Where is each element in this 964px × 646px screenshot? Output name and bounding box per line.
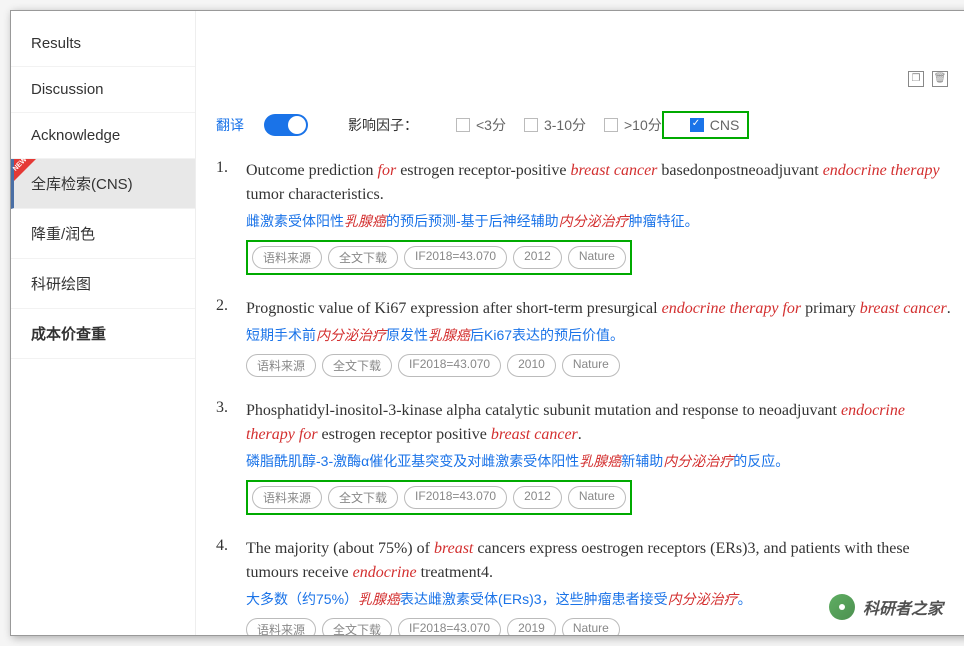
sidebar-item-label: Results [31,35,81,52]
main-panel: ❐ 🗑 翻译 影响因子： <3分 3-10分 >10分 CNS 1.Outcome p… [196,11,964,635]
filter-checkbox[interactable] [604,118,618,132]
tag[interactable]: 语料来源 [252,486,322,509]
result-tags: 语料来源全文下载 IF2018=43.070 2010 Nature [246,354,953,377]
result-item: 3.Phosphatidyl-inositol-3-kinase alpha c… [216,399,953,515]
filter-option-3[interactable]: CNS [690,117,740,133]
tag[interactable]: 语料来源 [252,246,322,269]
result-number: 3. [216,399,246,515]
tag[interactable]: IF2018=43.070 [404,246,507,269]
filter-option-2[interactable]: >10分 [604,115,662,135]
tag[interactable]: 全文下载 [328,486,398,509]
copy-icon[interactable]: ❐ [908,71,924,87]
watermark-text: 科研者之家 [863,595,943,619]
translate-toggle[interactable] [264,114,308,136]
result-tags: 语料来源全文下载 IF2018=43.070 2012 Nature [246,240,632,275]
tag[interactable]: 2012 [513,246,562,269]
result-number: 2. [216,297,246,377]
result-title[interactable]: The majority (about 75%) of breast cance… [246,537,953,585]
filter-option-label: 3-10分 [544,115,586,135]
sidebar-item-4[interactable]: 降重/润色 [11,209,195,259]
sidebar-item-2[interactable]: Acknowledge [11,113,195,159]
tag[interactable]: IF2018=43.070 [398,618,501,635]
tag[interactable]: 2019 [507,618,556,635]
tag[interactable]: 全文下载 [328,246,398,269]
tag[interactable]: 全文下载 [322,354,392,377]
filter-option-label: CNS [710,117,740,133]
tag[interactable]: 2012 [513,486,562,509]
filter-option-1[interactable]: 3-10分 [524,115,586,135]
tag[interactable]: 语料来源 [246,354,316,377]
result-title[interactable]: Phosphatidyl-inositol-3-kinase alpha cat… [246,399,953,447]
result-body: The majority (about 75%) of breast cance… [246,537,953,635]
result-translation: 磷脂酰肌醇-3-激酶α催化亚基突变及对雌激素受体阳性乳腺癌新辅助内分泌治疗的反应… [246,451,953,472]
delete-icon[interactable]: 🗑 [932,71,948,87]
filter-bar: 翻译 影响因子： <3分 3-10分 >10分 CNS [216,11,953,159]
highlight-box: CNS [662,111,750,139]
tag[interactable]: 2010 [507,354,556,377]
tag[interactable]: IF2018=43.070 [398,354,501,377]
filter-checkbox[interactable] [524,118,538,132]
tag[interactable]: IF2018=43.070 [404,486,507,509]
watermark: 科研者之家 [829,594,943,620]
impact-factor-label: 影响因子： [348,115,418,135]
result-translation: 雌激素受体阳性乳腺癌的预后预测-基于后神经辅助内分泌治疗肿瘤特征。 [246,211,953,232]
new-badge [14,159,36,181]
top-icons: ❐ 🗑 [908,71,948,87]
result-number: 1. [216,159,246,275]
result-title[interactable]: Prognostic value of Ki67 expression afte… [246,297,953,321]
tag[interactable]: Nature [568,486,626,509]
result-item: 2.Prognostic value of Ki67 expression af… [216,297,953,377]
results-list: 1.Outcome prediction for estrogen recept… [216,159,953,635]
watermark-icon [829,594,855,620]
app-frame: Results Discussion Acknowledge 全库检索(CNS) 降重/… [10,10,964,636]
filter-option-label: >10分 [624,115,662,135]
result-translation: 短期手术前内分泌治疗原发性乳腺癌后Ki67表达的预后价值。 [246,325,953,346]
tag[interactable]: Nature [562,618,620,635]
result-item: 1.Outcome prediction for estrogen recept… [216,159,953,275]
result-body: Prognostic value of Ki67 expression afte… [246,297,953,377]
sidebar-item-6[interactable]: 成本价查重 [11,309,195,359]
sidebar-item-1[interactable]: Discussion [11,67,195,113]
result-body: Phosphatidyl-inositol-3-kinase alpha cat… [246,399,953,515]
sidebar-item-label: Acknowledge [31,127,120,144]
filter-checkbox[interactable] [690,118,704,132]
sidebar-item-3[interactable]: 全库检索(CNS) [11,159,195,209]
tag[interactable]: 全文下载 [322,618,392,635]
result-tags: 语料来源全文下载 IF2018=43.070 2019 Nature [246,618,953,635]
result-title[interactable]: Outcome prediction for estrogen receptor… [246,159,953,207]
sidebar-item-5[interactable]: 科研绘图 [11,259,195,309]
result-number: 4. [216,537,246,635]
tag[interactable]: Nature [568,246,626,269]
translate-label: 翻译 [216,115,244,135]
sidebar-item-0[interactable]: Results [11,21,195,67]
filter-checkbox[interactable] [456,118,470,132]
tag[interactable]: Nature [562,354,620,377]
sidebar: Results Discussion Acknowledge 全库检索(CNS) 降重/… [11,11,196,635]
result-body: Outcome prediction for estrogen receptor… [246,159,953,275]
result-tags: 语料来源全文下载 IF2018=43.070 2012 Nature [246,480,632,515]
sidebar-item-label: 降重/润色 [31,226,95,243]
sidebar-item-label: 成本价查重 [31,326,106,343]
tag[interactable]: 语料来源 [246,618,316,635]
result-item: 4.The majority (about 75%) of breast can… [216,537,953,635]
filter-option-0[interactable]: <3分 [456,115,506,135]
sidebar-item-label: Discussion [31,81,104,98]
sidebar-item-label: 全库检索(CNS) [31,176,133,193]
filter-option-label: <3分 [476,115,506,135]
sidebar-item-label: 科研绘图 [31,276,91,293]
